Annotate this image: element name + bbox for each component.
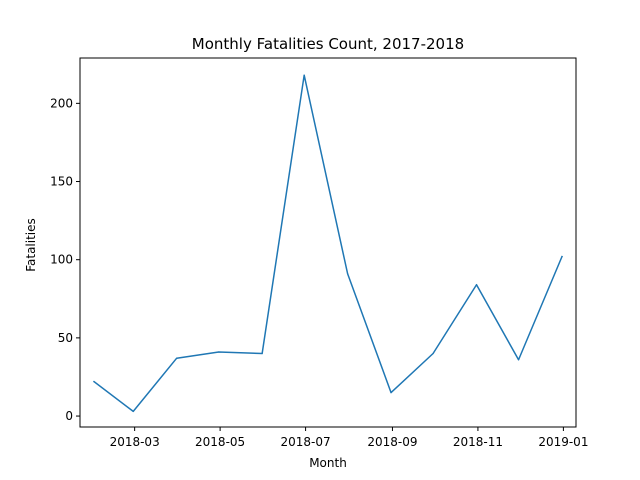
data-point [517, 359, 520, 361]
x-tick-label: 2018-07 [281, 435, 331, 449]
data-point [432, 352, 434, 355]
x-tick-label: 2019-01 [538, 435, 588, 449]
data-point [132, 410, 134, 412]
y-tick-label: 100 [50, 253, 73, 267]
data-point [176, 357, 178, 359]
data-point [390, 392, 392, 394]
y-tick-label: 150 [50, 175, 73, 189]
data-point [475, 284, 478, 286]
chart-title: Monthly Fatalities Count, 2017-2018 [192, 35, 464, 53]
data-point [347, 273, 349, 275]
series-line [92, 74, 563, 413]
data-point [218, 351, 220, 353]
data-point [303, 74, 305, 76]
plot-area: 2018-03 2018-05 2018-07 2018-09 2018-11 2019-… [50, 74, 588, 449]
data-point [561, 255, 563, 258]
y-tick-label: 50 [58, 331, 73, 345]
y-tick-label: 200 [50, 96, 73, 110]
data-point [93, 381, 95, 383]
y-tick-label: 0 [65, 409, 73, 423]
data-point [261, 352, 263, 355]
x-axis-label: Month [309, 456, 347, 470]
x-tick-label: 2018-11 [453, 435, 503, 449]
x-tick-label: 2018-09 [367, 435, 417, 449]
x-tick-label: 2018-03 [110, 435, 160, 449]
axes-frame [79, 57, 577, 428]
x-tick-label: 2018-05 [195, 435, 245, 449]
y-axis-label: Fatalities [24, 218, 38, 272]
